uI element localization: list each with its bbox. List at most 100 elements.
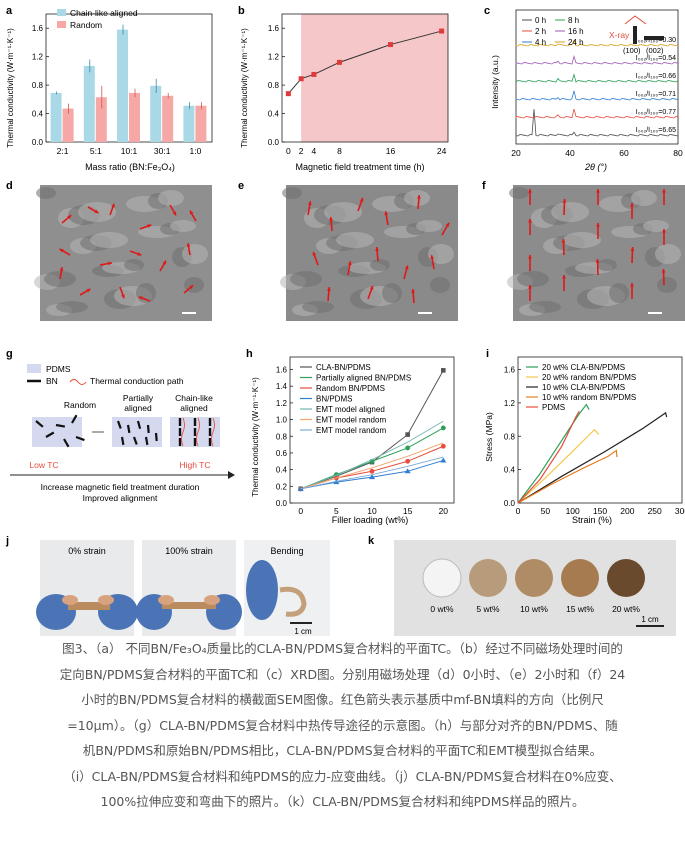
- h-series-line: [300, 427, 444, 490]
- k-sample-label: 20 wt%: [612, 604, 640, 614]
- sem-texture: [551, 202, 589, 222]
- a-bar: [195, 105, 207, 142]
- h-xtick-label: 10: [367, 506, 377, 516]
- sem-texture: [631, 190, 657, 206]
- panel-g-schematic: g PDMS BN Thermal conduction path Random…: [6, 348, 235, 503]
- sem-texture: [302, 301, 334, 313]
- caption-line: 机BN/PDMS和原始BN/PDMS相比，CLA-BN/PDMS复合材料的平面T…: [82, 743, 603, 758]
- caption-line: （i）CLA-BN/PDMS复合材料和纯PDMS的应力-应变曲线。（j）CLA-…: [63, 768, 622, 784]
- h-point: [441, 368, 446, 373]
- filler-orientation-arrowhead: [369, 285, 374, 290]
- g-line2: Improved alignment: [83, 493, 158, 503]
- g-bn-flake: [71, 414, 78, 424]
- g-bn-flake: [55, 423, 66, 428]
- h-ytick-label: 0.8: [276, 432, 288, 441]
- c-xrd-trace: [515, 108, 679, 119]
- caption-line: 100%拉伸应变和弯曲下的照片。（k）CLA-BN/PDMS复合材料和纯PDMS…: [100, 794, 585, 809]
- g-legend-pdms: PDMS: [46, 364, 71, 374]
- b-frame: [281, 13, 449, 143]
- g-bn-flake: [132, 436, 138, 445]
- sem-texture: [655, 244, 681, 264]
- h-point: [440, 457, 447, 463]
- filler-orientation-arrowhead: [94, 209, 99, 213]
- filler-orientation-arrowhead: [86, 289, 91, 293]
- filler-orientation-arrowhead: [108, 261, 112, 266]
- h-point: [405, 458, 411, 464]
- h-ytick-label: 1.2: [276, 399, 288, 408]
- a-bar: [95, 97, 107, 142]
- h-legend-label: EMT model random: [316, 426, 386, 435]
- h-ylabel: Thermal conductivity (W·m⁻¹·K⁻¹): [251, 377, 260, 497]
- g-pdms-swatch: [27, 364, 41, 373]
- a-xtick-label: 5:1: [90, 146, 102, 156]
- g-bn-flake: [116, 420, 122, 429]
- i-xtick-label: 50: [541, 506, 551, 516]
- sem-texture: [382, 283, 402, 303]
- i-legend-label: PDMS: [542, 403, 565, 412]
- sem-texture: [336, 232, 374, 248]
- c-xlabel: 2θ (°): [584, 162, 607, 172]
- filler-orientation-arrowhead: [630, 247, 635, 251]
- c-xrd-trace: [515, 90, 679, 101]
- b-point: [311, 71, 317, 77]
- filler-orientation-arrowhead: [375, 247, 379, 251]
- sem-texture: [643, 220, 669, 232]
- g-bn-flake: [126, 424, 131, 434]
- panel-f-sem: f: [482, 180, 685, 321]
- g-state-random: Random: [64, 400, 96, 410]
- scale-bar-e: [418, 312, 432, 314]
- g-state-chain-1: Chain-like: [175, 393, 213, 403]
- filler-orientation-arrowhead: [417, 195, 421, 199]
- i-series-line: [517, 449, 618, 504]
- filler-orientation-arrowhead: [562, 199, 567, 203]
- panel-label-e: e: [238, 180, 244, 192]
- photo-100-strain: [136, 540, 242, 636]
- h-xlabel: Filler loading (wt%): [332, 515, 409, 525]
- k-sample-disc: [422, 558, 462, 598]
- g-bn-flake: [45, 431, 55, 438]
- b-xtick-label: 16: [386, 146, 396, 156]
- sem-texture: [597, 259, 617, 271]
- b-ytick-label: 1.6: [268, 24, 280, 33]
- b-point: [298, 76, 304, 82]
- c-xtick-label: 80: [673, 148, 683, 158]
- a-bar: [162, 95, 174, 142]
- c-legend-0h: 0 h: [535, 16, 546, 25]
- sem-texture: [158, 190, 184, 206]
- h-xtick-label: 15: [403, 506, 413, 516]
- i-ylabel: Stress (MPa): [484, 412, 494, 462]
- c-ratio-label: I₀₀₂/I₁₀₀=0.30: [636, 37, 676, 44]
- c-xrd-trace: [515, 73, 679, 83]
- filler-orientation-arrowhead: [121, 294, 125, 299]
- k-sample-disc: [607, 559, 645, 597]
- filler-orientation-arrowhead: [662, 189, 666, 193]
- sem-texture: [428, 244, 454, 264]
- j-label-bending: Bending: [270, 546, 303, 556]
- filler-orientation-arrowhead: [445, 222, 449, 227]
- g-legend-bn: BN: [46, 376, 58, 386]
- c-legend-8h: 8 h: [568, 16, 579, 25]
- c-xtick-label: 20: [511, 148, 521, 158]
- filler-orientation-arrowhead: [347, 261, 352, 266]
- a-bar: [129, 92, 140, 142]
- h-point: [405, 445, 411, 451]
- sem-texture: [170, 220, 196, 232]
- i-series-line: [517, 410, 580, 504]
- photo-bending: [244, 540, 330, 636]
- c-ratio-label: I₀₀₂/I₁₀₀=6.65: [636, 127, 676, 134]
- g-conduction-path: [181, 417, 185, 447]
- c-xray-inset: X-ray (100) (002): [609, 15, 664, 55]
- panel-i-chart: i 0.0 0.4 0.8 1.2 1.6 0 50 100 150 200 250 300 Stre…: [484, 348, 685, 525]
- filler-orientation-arrowhead: [411, 289, 415, 293]
- g-high-tc: High TC: [179, 460, 210, 470]
- filler-orientation-arrowhead: [162, 260, 166, 265]
- g-conduction-path: [211, 417, 215, 447]
- caption-line: =10μm）。（g）CLA-BN/PDMS复合材料中热传导途径的示意图。（h）与…: [67, 717, 618, 733]
- g-line1: Increase magnetic field treatment durati…: [41, 482, 200, 492]
- k-sample-disc: [561, 559, 599, 597]
- panel-label-h: h: [246, 348, 253, 360]
- filler-orientation-arrowhead: [307, 201, 312, 206]
- i-legend-label: 10 wt% random BN/PDMS: [542, 393, 636, 402]
- b-ytick-label: 1.2: [268, 53, 280, 62]
- b-point: [285, 91, 291, 97]
